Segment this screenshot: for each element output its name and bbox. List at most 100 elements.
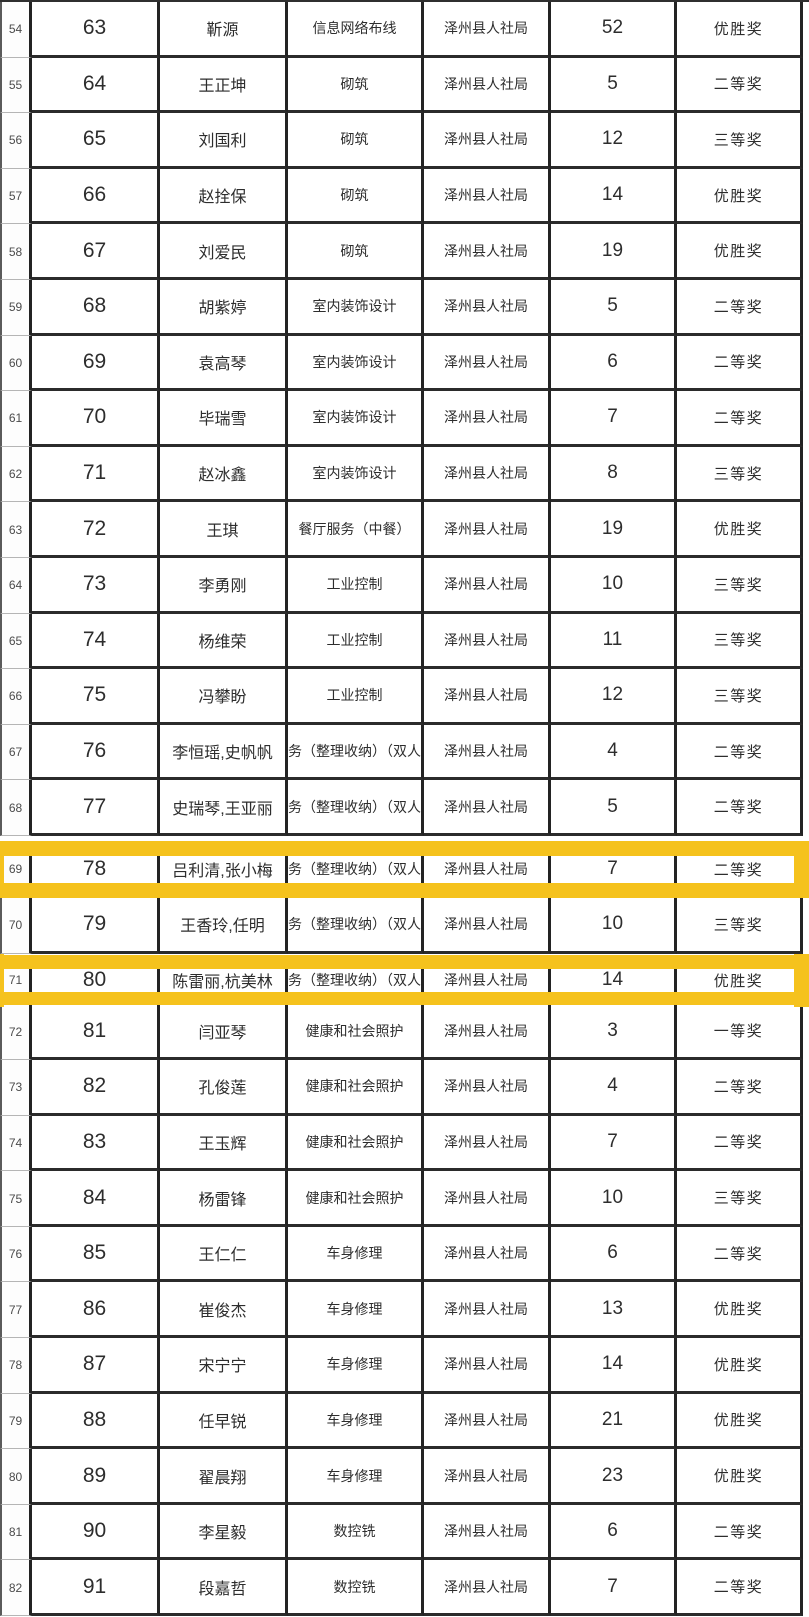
entry-number-cell: 74 xyxy=(32,613,160,670)
row-index-cell: 69 xyxy=(0,855,32,883)
table-row: 70 79 王香玲,任明 务（整理收纳）（双人 泽州县人社局 10 三等奖 xyxy=(0,897,803,954)
rank-cell: 5 xyxy=(551,57,677,114)
event-cell: 务（整理收纳）（双人 xyxy=(288,724,424,781)
award-cell: 二等奖 xyxy=(677,1060,803,1116)
rank-cell: 7 xyxy=(551,1115,677,1172)
name-cell: 靳源 xyxy=(160,2,288,58)
row-index-cell: 71 xyxy=(0,968,32,992)
name-cell: 翟晨翔 xyxy=(160,1449,288,1505)
entry-number-cell: 67 xyxy=(32,224,160,280)
table-row: 68 77 史瑞琴,王亚丽 务（整理收纳）（双人 泽州县人社局 5 二等奖 xyxy=(0,780,803,836)
entry-number-cell: 87 xyxy=(32,1338,160,1394)
rank-cell: 12 xyxy=(551,669,677,725)
table-row: 55 64 王正坤 砌筑 泽州县人社局 5 二等奖 xyxy=(0,57,803,114)
award-cell: 三等奖 xyxy=(677,446,803,503)
rank-cell: 14 xyxy=(551,168,677,225)
entry-number-cell: 69 xyxy=(32,335,160,392)
rank-cell: 7 xyxy=(551,391,677,447)
table-row: 64 73 李勇刚 工业控制 泽州县人社局 10 三等奖 xyxy=(0,557,803,614)
name-cell: 史瑞琴,王亚丽 xyxy=(160,780,288,836)
table-row: 74 83 王玉辉 健康和社会照护 泽州县人社局 7 二等奖 xyxy=(0,1115,803,1172)
award-cell: 优胜奖 xyxy=(677,968,803,992)
entry-number-cell: 85 xyxy=(32,1226,160,1283)
organization-cell: 泽州县人社局 xyxy=(424,1171,551,1227)
award-cell: 二等奖 xyxy=(677,279,803,336)
rank-cell: 6 xyxy=(551,1504,677,1561)
entry-number-cell: 76 xyxy=(32,724,160,781)
entry-number-cell: 84 xyxy=(32,1171,160,1227)
table-row: 57 66 赵拴保 砌筑 泽州县人社局 14 优胜奖 xyxy=(0,168,803,225)
name-cell: 吕利清,张小梅 xyxy=(160,855,288,883)
entry-number-cell: 65 xyxy=(32,113,160,169)
name-cell: 刘国利 xyxy=(160,113,288,169)
organization-cell: 泽州县人社局 xyxy=(424,557,551,614)
table-row: 72 81 闫亚琴 健康和社会照护 泽州县人社局 3 一等奖 xyxy=(0,1004,803,1061)
organization-cell: 泽州县人社局 xyxy=(424,724,551,781)
rank-cell: 21 xyxy=(551,1393,677,1450)
entry-number-cell: 75 xyxy=(32,669,160,725)
rank-cell: 8 xyxy=(551,446,677,503)
event-cell: 砌筑 xyxy=(288,113,424,169)
table-row: 61 70 毕瑞雪 室内装饰设计 泽州县人社局 7 二等奖 xyxy=(0,391,803,447)
table-row: 54 63 靳源 信息网络布线 泽州县人社局 52 优胜奖 xyxy=(0,2,803,58)
award-cell: 优胜奖 xyxy=(677,2,803,58)
name-cell: 闫亚琴 xyxy=(160,1004,288,1061)
award-cell: 优胜奖 xyxy=(677,1393,803,1450)
entry-number-cell: 79 xyxy=(32,897,160,954)
rank-cell: 23 xyxy=(551,1449,677,1505)
row-index-cell: 58 xyxy=(0,224,32,280)
row-index-cell: 78 xyxy=(0,1338,32,1394)
row-index-cell: 55 xyxy=(0,57,32,114)
entry-number-cell: 70 xyxy=(32,391,160,447)
rank-cell: 52 xyxy=(551,2,677,58)
table-row: 67 76 李恒瑶,史帆帆 务（整理收纳）（双人 泽州县人社局 4 二等奖 xyxy=(0,724,803,781)
event-cell: 室内装饰设计 xyxy=(288,335,424,392)
row-gap xyxy=(0,835,809,841)
award-cell: 三等奖 xyxy=(677,1171,803,1227)
table-row: 59 68 胡紫婷 室内装饰设计 泽州县人社局 5 二等奖 xyxy=(0,279,803,336)
award-cell: 三等奖 xyxy=(677,613,803,670)
organization-cell: 泽州县人社局 xyxy=(424,1393,551,1450)
name-cell: 王正坤 xyxy=(160,57,288,114)
entry-number-cell: 72 xyxy=(32,502,160,558)
organization-cell: 泽州县人社局 xyxy=(424,968,551,992)
name-cell: 王琪 xyxy=(160,502,288,558)
award-cell: 优胜奖 xyxy=(677,1282,803,1339)
organization-cell: 泽州县人社局 xyxy=(424,113,551,169)
entry-number-cell: 82 xyxy=(32,1060,160,1116)
entry-number-cell: 86 xyxy=(32,1282,160,1339)
organization-cell: 泽州县人社局 xyxy=(424,1060,551,1116)
award-cell: 三等奖 xyxy=(677,897,803,954)
row-index-cell: 57 xyxy=(0,168,32,225)
event-cell: 室内装饰设计 xyxy=(288,446,424,503)
organization-cell: 泽州县人社局 xyxy=(424,1338,551,1394)
rank-cell: 12 xyxy=(551,113,677,169)
event-cell: 工业控制 xyxy=(288,557,424,614)
table-row: 58 67 刘爱民 砌筑 泽州县人社局 19 优胜奖 xyxy=(0,224,803,280)
entry-number-cell: 64 xyxy=(32,57,160,114)
rank-cell: 4 xyxy=(551,724,677,781)
row-index-cell: 68 xyxy=(0,780,32,836)
event-cell: 车身修理 xyxy=(288,1282,424,1339)
row-index-cell: 81 xyxy=(0,1504,32,1561)
rank-cell: 5 xyxy=(551,279,677,336)
award-cell: 优胜奖 xyxy=(677,1449,803,1505)
award-cell: 三等奖 xyxy=(677,669,803,725)
award-cell: 二等奖 xyxy=(677,391,803,447)
event-cell: 车身修理 xyxy=(288,1226,424,1283)
organization-cell: 泽州县人社局 xyxy=(424,168,551,225)
organization-cell: 泽州县人社局 xyxy=(424,1282,551,1339)
organization-cell: 泽州县人社局 xyxy=(424,391,551,447)
award-cell: 一等奖 xyxy=(677,1004,803,1061)
event-cell: 工业控制 xyxy=(288,613,424,670)
event-cell: 健康和社会照护 xyxy=(288,1171,424,1227)
event-cell: 务（整理收纳）（双人 xyxy=(288,780,424,836)
event-cell: 车身修理 xyxy=(288,1338,424,1394)
name-cell: 陈雷丽,杭美林 xyxy=(160,968,288,992)
row-index-cell: 62 xyxy=(0,446,32,503)
table-row: 78 87 宋宁宁 车身修理 泽州县人社局 14 优胜奖 xyxy=(0,1338,803,1394)
name-cell: 冯攀盼 xyxy=(160,669,288,725)
award-cell: 二等奖 xyxy=(677,1115,803,1172)
